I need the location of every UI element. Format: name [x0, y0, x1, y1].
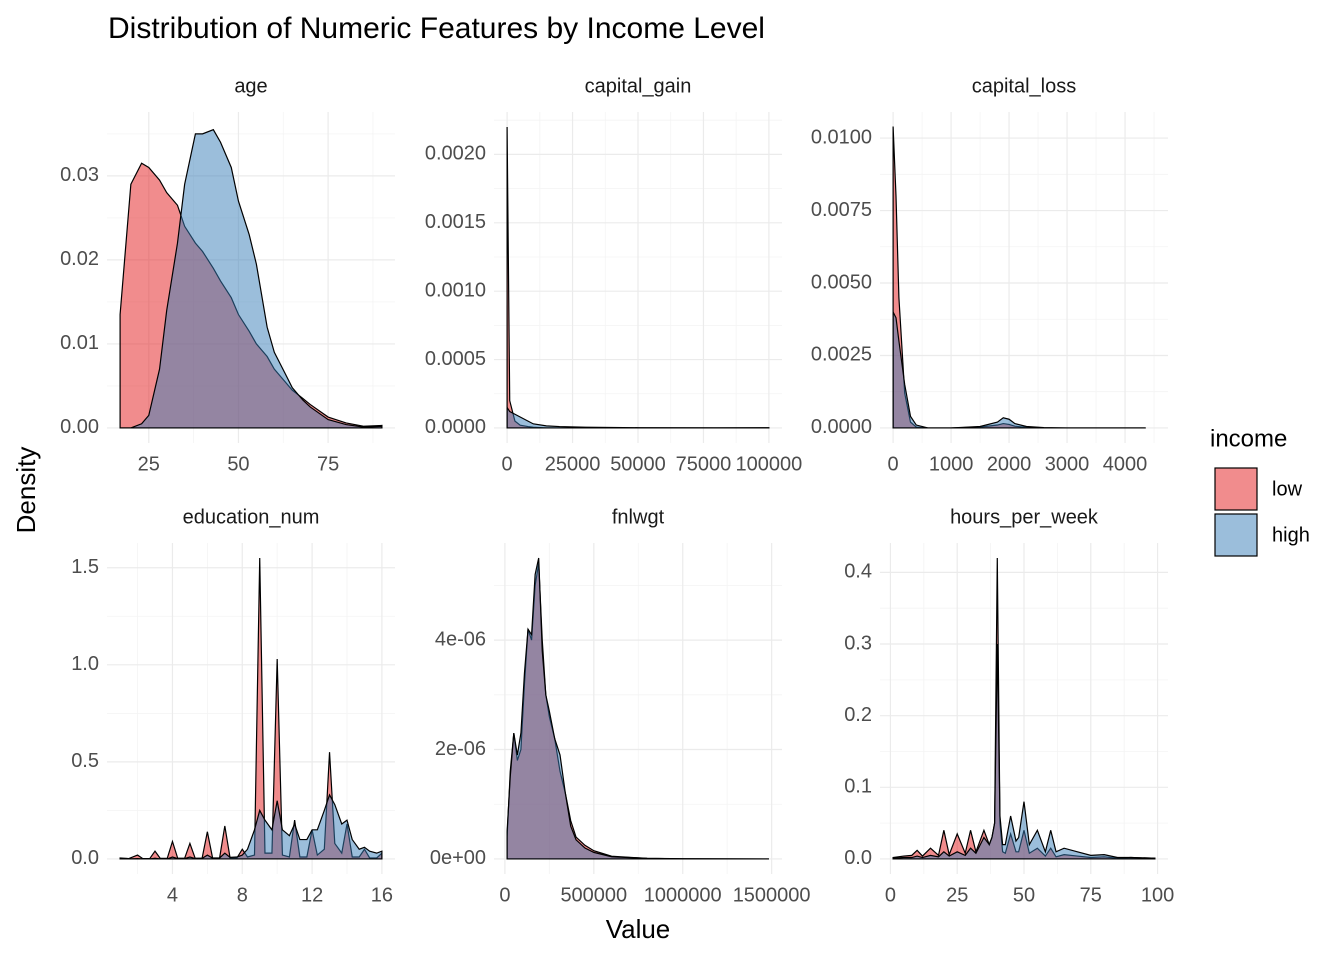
- legend-label: high: [1272, 524, 1310, 546]
- y-tick-label: 1.5: [71, 556, 99, 578]
- y-tick-label: 0.0100: [811, 126, 872, 148]
- x-tick-label: 25: [946, 884, 968, 906]
- strip-label: capital_loss: [972, 75, 1077, 97]
- y-tick-label: 0.0000: [811, 416, 872, 438]
- y-tick-label: 0.03: [60, 164, 99, 186]
- legend-key: [1214, 467, 1258, 511]
- x-tick-label: 75000: [676, 453, 732, 475]
- x-tick-label: 3000: [1045, 453, 1090, 475]
- x-tick-label: 0: [888, 453, 899, 475]
- x-tick-label: 1000: [929, 453, 974, 475]
- y-tick-label: 0.0010: [425, 279, 486, 301]
- density-area: [119, 558, 383, 860]
- y-tick-label: 0.4: [844, 561, 872, 583]
- density-area: [506, 557, 769, 860]
- x-tick-label: 500000: [560, 884, 627, 906]
- x-tick-label: 4: [167, 884, 178, 906]
- legend-label: low: [1272, 478, 1303, 500]
- density-area: [120, 128, 383, 429]
- x-tick-label: 0: [885, 884, 896, 906]
- x-tick-label: 16: [371, 884, 393, 906]
- y-tick-label: 0.0005: [425, 348, 486, 370]
- y-tick-label: 0.0015: [425, 211, 486, 233]
- y-axis-title: Density: [11, 447, 41, 534]
- density-area: [506, 405, 770, 429]
- y-tick-label: 0.01: [60, 332, 99, 354]
- y-tick-label: 0e+00: [430, 847, 486, 869]
- y-tick-label: 0.1: [844, 776, 872, 798]
- x-tick-label: 1500000: [733, 884, 811, 906]
- y-tick-label: 0.0020: [425, 143, 486, 165]
- strip-label: age: [234, 75, 267, 97]
- y-tick-label: 0.0025: [811, 344, 872, 366]
- chart-title: Distribution of Numeric Features by Inco…: [108, 12, 765, 45]
- x-tick-label: 100: [1141, 884, 1174, 906]
- y-tick-label: 2e-06: [435, 738, 486, 760]
- x-tick-label: 25: [138, 453, 160, 475]
- y-tick-label: 0.00: [60, 416, 99, 438]
- x-axis-title: Value: [606, 914, 671, 944]
- y-tick-label: 0.3: [844, 632, 872, 654]
- y-tick-label: 4e-06: [435, 628, 486, 650]
- x-tick-label: 25000: [545, 453, 601, 475]
- strip-label: capital_gain: [585, 75, 692, 97]
- x-tick-label: 2000: [987, 453, 1032, 475]
- density-area: [892, 311, 1146, 429]
- x-tick-label: 75: [1080, 884, 1102, 906]
- y-tick-label: 0.2: [844, 704, 872, 726]
- x-tick-label: 50: [227, 453, 249, 475]
- x-tick-label: 1000000: [644, 884, 722, 906]
- y-tick-label: 0.0: [844, 847, 872, 869]
- y-tick-label: 0.0000: [425, 416, 486, 438]
- legend-title: income: [1210, 425, 1287, 452]
- x-tick-label: 50: [1013, 884, 1035, 906]
- x-tick-label: 75: [317, 453, 339, 475]
- y-tick-label: 0.5: [71, 750, 99, 772]
- strip-label: education_num: [183, 506, 320, 528]
- x-tick-label: 0: [499, 884, 510, 906]
- x-tick-label: 0: [502, 453, 513, 475]
- y-tick-label: 1.0: [71, 653, 99, 675]
- x-tick-label: 4000: [1103, 453, 1148, 475]
- strip-label: hours_per_week: [950, 506, 1099, 528]
- y-tick-label: 0.0050: [811, 271, 872, 293]
- density-area: [120, 793, 383, 860]
- x-tick-label: 100000: [736, 453, 803, 475]
- strip-label: fnlwgt: [612, 506, 665, 528]
- density-area: [892, 126, 1146, 429]
- y-tick-label: 0.02: [60, 248, 99, 270]
- y-tick-label: 0.0: [71, 847, 99, 869]
- legend-key: [1214, 513, 1258, 557]
- x-tick-label: 50000: [610, 453, 666, 475]
- y-tick-label: 0.0075: [811, 199, 872, 221]
- x-tick-label: 12: [301, 884, 323, 906]
- density-area: [892, 644, 1156, 860]
- x-tick-label: 8: [237, 884, 248, 906]
